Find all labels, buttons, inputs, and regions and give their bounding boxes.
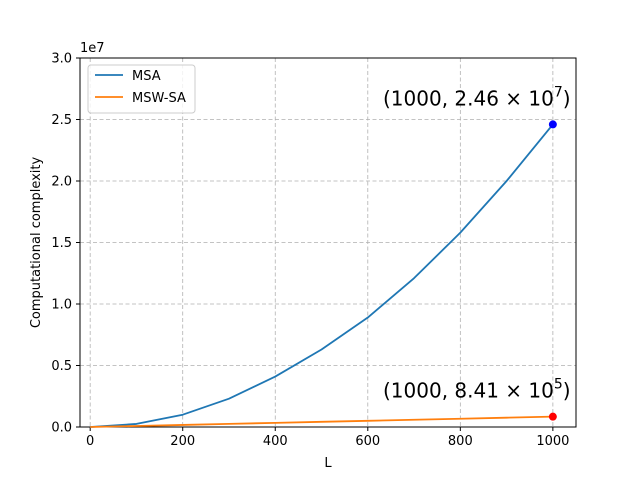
highlight-point <box>548 120 557 129</box>
x-tick-label: 400 <box>263 434 288 449</box>
x-tick-label: 1000 <box>536 434 569 449</box>
series-layer <box>90 123 554 428</box>
y-axis-label: Computational complexity <box>29 157 44 329</box>
y-tick-label: 1.0 <box>51 298 72 313</box>
y-offset-label: 1e7 <box>80 41 105 56</box>
x-tick-label: 200 <box>170 434 195 449</box>
annotations: (1000, 2.46 × 107) (1000, 8.41 × 105) <box>383 84 571 402</box>
series-line-msa <box>90 123 554 428</box>
legend-label-msa: MSA <box>132 69 161 84</box>
y-tick-label: 2.0 <box>51 175 72 190</box>
y-tick-label: 2.5 <box>51 113 72 128</box>
point-annotation: (1000, 2.46 × 107) <box>383 84 571 110</box>
y-tick-label: 3.0 <box>51 52 72 67</box>
x-tick-label: 0 <box>86 434 94 449</box>
x-tick-label: 600 <box>355 434 380 449</box>
y-tick-label: 0.5 <box>51 359 72 374</box>
point-annotation: (1000, 8.41 × 105) <box>383 377 571 403</box>
x-axis-label: L <box>324 456 332 471</box>
y-tick-label: 0.0 <box>51 421 72 436</box>
y-tick-label: 1.5 <box>51 236 72 251</box>
legend: MSA MSW-SA <box>87 64 196 114</box>
legend-label-msw-sa: MSW-SA <box>132 91 186 106</box>
highlight-point <box>548 412 557 421</box>
x-tick-label: 800 <box>448 434 473 449</box>
highlight-points <box>548 120 557 421</box>
axis-ticks: 0 200 400 600 800 1000 0.0 0.5 1.0 1.5 2.0 2.5 3.0 <box>51 52 569 450</box>
series-line-msw-sa <box>90 415 553 428</box>
legend-box <box>87 64 196 114</box>
